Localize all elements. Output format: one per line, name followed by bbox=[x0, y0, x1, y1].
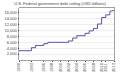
svg-text:2011: 2011 bbox=[103, 62, 108, 71]
svg-text:12,000: 12,000 bbox=[4, 22, 17, 27]
svg-text:U.S. Federal government debt c: U.S. Federal government debt ceiling (US… bbox=[14, 1, 106, 6]
svg-text:1990: 1990 bbox=[16, 62, 21, 72]
svg-text:6,000: 6,000 bbox=[7, 40, 18, 45]
svg-text:1996: 1996 bbox=[41, 62, 46, 72]
svg-text:2,000: 2,000 bbox=[7, 51, 18, 56]
svg-text:8,000: 8,000 bbox=[7, 34, 18, 39]
svg-text:2002: 2002 bbox=[66, 62, 71, 72]
svg-text:1993: 1993 bbox=[29, 62, 34, 72]
svg-text:2000: 2000 bbox=[58, 62, 63, 72]
svg-text:16,000: 16,000 bbox=[4, 10, 17, 15]
svg-text:2013: 2013 bbox=[111, 62, 116, 72]
svg-text:2010: 2010 bbox=[99, 62, 104, 72]
svg-text:10,000: 10,000 bbox=[4, 28, 17, 33]
svg-text:4,000: 4,000 bbox=[7, 46, 18, 51]
svg-text:14,000: 14,000 bbox=[4, 16, 17, 21]
svg-text:1998: 1998 bbox=[49, 62, 54, 72]
svg-text:2008: 2008 bbox=[91, 62, 96, 72]
svg-text:2006: 2006 bbox=[82, 62, 87, 72]
svg-text:2004: 2004 bbox=[74, 62, 79, 72]
